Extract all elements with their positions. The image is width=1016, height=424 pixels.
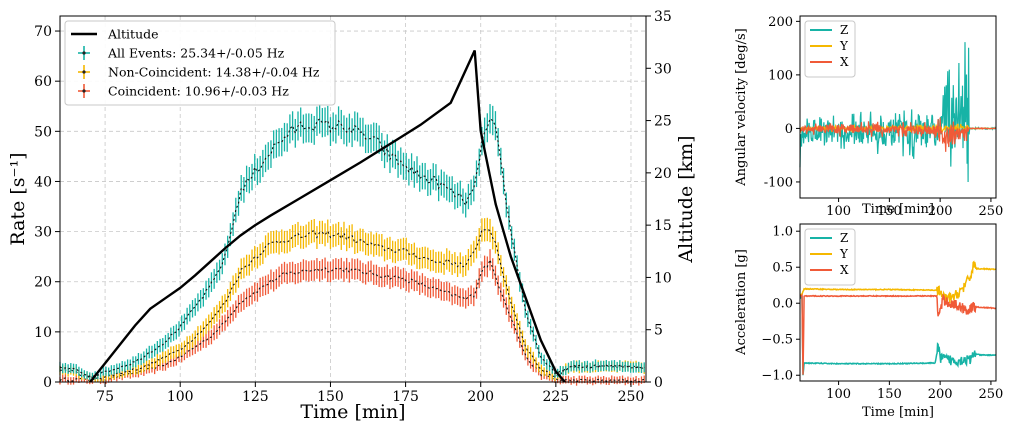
acc-x-tick-label: 150	[877, 387, 902, 402]
main-x-tick-label: 200	[467, 389, 494, 405]
main-y2-tick-label: 5	[654, 323, 663, 339]
main-y2-axis-label: Altitude [km]	[675, 135, 697, 263]
main-y-tick-label: 70	[34, 24, 52, 40]
ang-y-tick-label: 100	[768, 68, 793, 83]
ang-legend-label: Z	[840, 23, 848, 37]
acc-x-tick-label: 200	[928, 387, 953, 402]
main-y2-tick-label: 30	[654, 61, 672, 77]
main-plot: 75 100 125 150 175 200 225 250 010203040506070 …	[7, 9, 697, 423]
angular-velocity-y-label: Angular velocity [deg/s]	[734, 28, 749, 186]
main-y-tick-label: 10	[34, 325, 52, 341]
acc-legend-item: Z	[810, 231, 848, 245]
main-legend-label: Coincident: 10.96+/-0.03 Hz	[108, 84, 289, 99]
acc-series-X	[799, 293, 997, 375]
main-y2-tick-label: 35	[654, 9, 672, 25]
main-y-axis-label: Rate [s⁻¹]	[7, 152, 29, 245]
acc-y-tick-label: 1.0	[772, 225, 793, 240]
main-x-axis-label: Time [min]	[300, 401, 405, 423]
acceleration-x-label: Time [min]	[862, 405, 934, 420]
main-x-tick-label: 125	[242, 389, 269, 405]
main-series-line	[59, 228, 645, 380]
acceleration-frame	[799, 223, 997, 382]
acceleration-y-label: Acceleration [g]	[734, 249, 749, 356]
main-y2-tick-label: 20	[654, 166, 672, 182]
ang-series-X	[799, 117, 997, 152]
main-legend-marker	[82, 89, 86, 93]
acc-y-tick-label: −1.0	[761, 369, 793, 384]
acc-legend-item: Y	[810, 247, 849, 261]
main-x-tick-label: 175	[392, 389, 419, 405]
main-x-tick-label: 150	[317, 389, 344, 405]
acc-legend-label: Y	[839, 247, 849, 261]
main-y-tick-label: 60	[34, 74, 52, 90]
angular-velocity-x-label: Time [min]	[862, 202, 934, 217]
acceleration-plot: 100 150 200 250 −1.0 −0.5 0.0 0.5 1.0 Time [min…	[734, 223, 1004, 420]
main-plot-frame	[59, 15, 647, 383]
acc-y-tick-label: −0.5	[761, 333, 793, 348]
main-x-tick-label: 75	[96, 389, 114, 405]
main-series-line	[59, 117, 645, 378]
main-y2-tick-label: 25	[654, 114, 672, 130]
altitude-line	[89, 49, 566, 383]
main-x-tick-label: 100	[167, 389, 194, 405]
main-y-tick-label: 0	[43, 375, 52, 391]
main-legend-item: Non-Coincident: 14.38+/-0.04 Hz	[78, 65, 320, 80]
main-series-2	[59, 217, 645, 383]
acc-y-tick-label: 0.5	[772, 261, 793, 276]
acc-x-tick-label: 100	[826, 387, 851, 402]
main-y2-tick-label: 10	[654, 270, 672, 286]
main-x-tick-label: 250	[618, 389, 645, 405]
ang-legend-item: Z	[810, 23, 848, 37]
ang-y-tick-label: -100	[764, 175, 793, 190]
main-legend: Altitude All Events: 25.34+/-0.05 Hz Non-C…	[64, 20, 336, 106]
main-legend-label: Non-Coincident: 14.38+/-0.04 Hz	[108, 65, 320, 80]
angular-velocity-frame	[799, 15, 997, 199]
main-y-tick-label: 30	[34, 225, 52, 241]
main-legend-marker	[82, 51, 86, 55]
ang-legend-item: Y	[810, 39, 849, 53]
main-legend-item: All Events: 25.34+/-0.05 Hz	[78, 46, 285, 61]
ang-legend-item: X	[810, 55, 849, 69]
main-legend-label: Altitude	[107, 27, 159, 42]
acc-legend-item: X	[810, 263, 849, 277]
ang-x-tick-label: 200	[928, 204, 953, 219]
main-legend-item: Coincident: 10.96+/-0.03 Hz	[78, 84, 289, 99]
acc-y-tick-label: 0.0	[772, 297, 793, 312]
angular-velocity-legend: ZYX	[804, 20, 856, 78]
acc-legend-label: Z	[840, 231, 848, 245]
angular-velocity-plot: 100 150 200 250 -100 0 100 200 Time [min] Angu…	[734, 15, 1003, 219]
main-x-tick-label: 225	[542, 389, 569, 405]
main-legend-marker	[82, 70, 86, 74]
main-series-1	[59, 104, 645, 381]
acc-series-Z	[799, 295, 997, 376]
ang-y-tick-label: 0	[785, 122, 793, 137]
acc-x-tick-label: 250	[979, 387, 1004, 402]
acceleration-legend: ZYX	[804, 228, 856, 286]
ang-y-tick-label: 200	[768, 15, 793, 30]
main-legend-item: Altitude	[71, 27, 159, 42]
ang-x-tick-label: 250	[979, 204, 1004, 219]
ang-x-tick-label: 100	[826, 204, 851, 219]
main-y-tick-label: 50	[34, 124, 52, 140]
acc-legend-label: X	[840, 263, 849, 277]
main-y2-tick-label: 0	[654, 375, 663, 391]
main-legend-label: All Events: 25.34+/-0.05 Hz	[107, 46, 285, 61]
main-y2-tick-label: 15	[654, 218, 672, 234]
main-y-tick-label: 20	[34, 275, 52, 291]
ang-x-tick-label: 150	[877, 204, 902, 219]
ang-legend-label: Y	[839, 39, 849, 53]
ang-legend-label: X	[840, 55, 849, 69]
acc-series-Y	[799, 260, 997, 305]
main-y-tick-label: 40	[34, 174, 52, 190]
